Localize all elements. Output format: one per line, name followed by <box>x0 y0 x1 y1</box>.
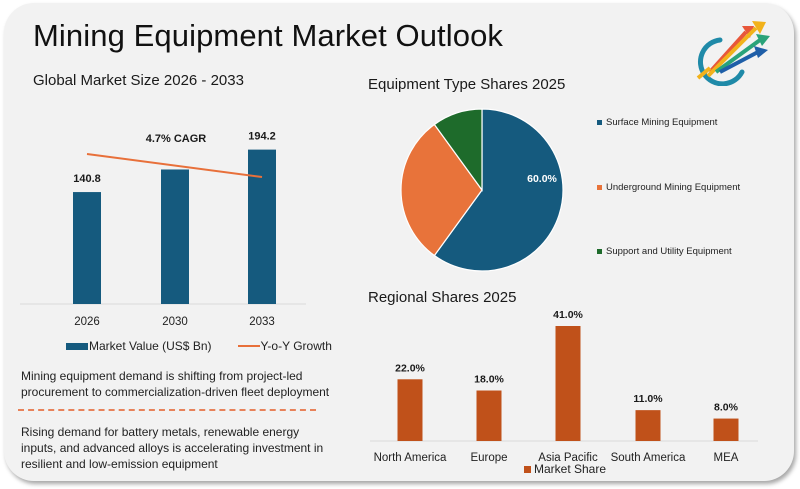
equipment-pie-chart: 60.0% <box>400 108 564 272</box>
pie-slice-3 <box>433 108 483 192</box>
region-bar-label: 22.0% <box>395 362 425 374</box>
pie-legend-item-support: Support and Utility Equipment <box>597 246 732 257</box>
region-bar-4 <box>713 418 739 441</box>
legend-swatch-surface <box>597 120 602 125</box>
market-size-subtitle: Global Market Size 2026 - 2033 <box>33 72 244 89</box>
market-bar-2033 <box>248 149 276 304</box>
market-bar-label: 194.2 <box>248 131 276 143</box>
yoy-growth-line <box>86 153 263 178</box>
region-bar-0 <box>397 379 423 441</box>
legend-label-support: Support and Utility Equipment <box>606 246 732 257</box>
x-tick-label: South America <box>611 452 686 464</box>
legend-label-underground: Underground Mining Equipment <box>606 182 741 193</box>
legend-swatch-market-share <box>524 465 531 473</box>
legend-swatch-line <box>237 345 260 347</box>
market-bar-2026 <box>73 192 101 304</box>
equipment-shares-subtitle: Equipment Type Shares 2025 <box>368 76 566 93</box>
x-tick-label: MEA <box>714 452 739 464</box>
market-size-chart: 4.7% CAGR 140.8 194.2 2026 2030 2033 <box>20 131 306 328</box>
legend-label-surface: Surface Mining Equipment <box>606 117 718 128</box>
x-tick-label: 2033 <box>249 316 275 328</box>
cagr-annotation: 4.7% CAGR <box>146 133 207 145</box>
region-bar-label: 11.0% <box>633 393 663 405</box>
x-tick-label: 2030 <box>162 316 188 328</box>
legend-swatch-support <box>597 249 602 254</box>
insight-text-2: Rising demand for battery metals, renewa… <box>21 425 324 471</box>
legend-swatch-underground <box>597 185 602 190</box>
region-bar-1 <box>476 390 502 441</box>
market-bar-2030 <box>161 169 189 304</box>
pie-legend-item-underground: Underground Mining Equipment <box>597 182 740 193</box>
x-tick-label: Asia Pacific <box>538 452 598 464</box>
pie-slice-label: 60.0% <box>527 173 557 185</box>
market-bar-label: 140.8 <box>73 173 101 185</box>
legend-swatch-bars <box>66 342 88 350</box>
legend-label-bars: Market Value (US$ Bn) <box>89 339 212 353</box>
region-bar-label: 18.0% <box>474 374 504 386</box>
region-bar-label: 41.0% <box>553 309 583 321</box>
page-title: Mining Equipment Market Outlook <box>33 18 504 53</box>
market-legend: Market Value (US$ Bn) Y-o-Y Growth <box>66 339 332 353</box>
pie-slice-2 <box>400 123 483 257</box>
regional-legend: Market Share <box>524 462 606 476</box>
legend-label-line: Y-o-Y Growth <box>260 339 332 353</box>
x-tick-label: 2026 <box>74 316 100 328</box>
legend-label-market-share: Market Share <box>534 462 607 476</box>
region-bar-label: 8.0% <box>714 402 739 414</box>
insight-text-1: Mining equipment demand is shifting from… <box>21 369 330 399</box>
pie-slice-1 <box>433 108 564 272</box>
x-tick-label: North America <box>374 452 447 464</box>
pie-legend-item-surface: Surface Mining Equipment <box>597 117 717 128</box>
regional-bar-chart: 22.0% 18.0% 41.0% 11.0% 8.0% North America Eu… <box>370 309 758 464</box>
region-bar-2 <box>555 326 581 441</box>
region-bar-3 <box>635 410 661 441</box>
rising-arrows-logo-icon <box>696 21 770 86</box>
x-tick-label: Europe <box>470 452 507 464</box>
regional-shares-subtitle: Regional Shares 2025 <box>368 289 517 306</box>
dashed-divider <box>18 409 316 411</box>
